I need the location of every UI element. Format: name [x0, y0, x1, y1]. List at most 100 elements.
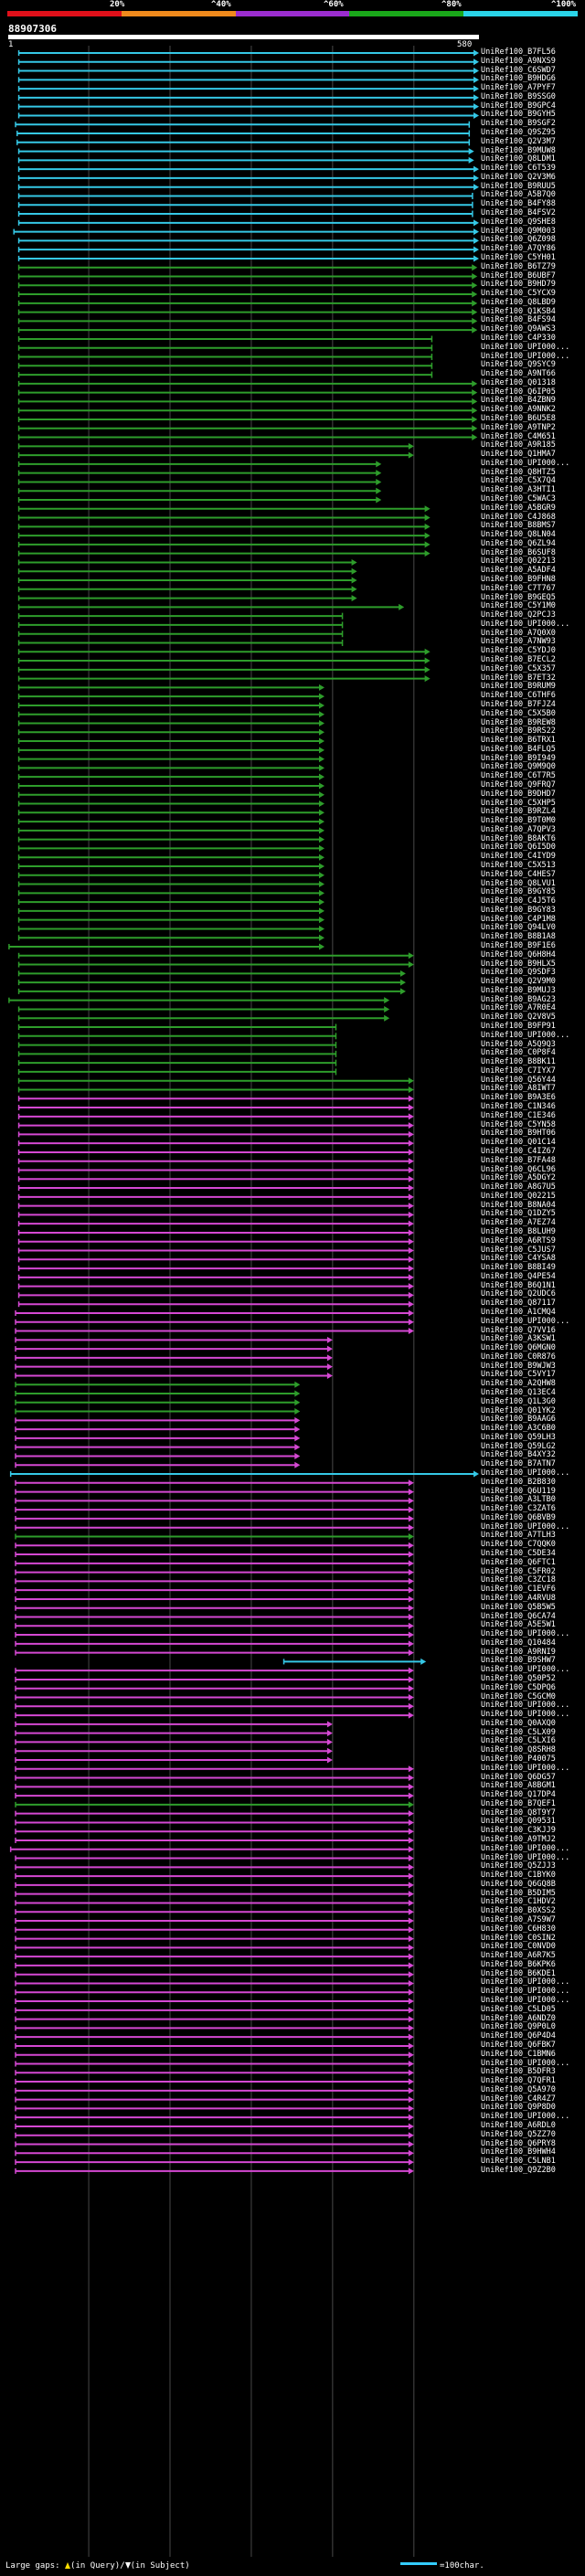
hit-bar[interactable]	[15, 1328, 414, 1335]
hit-bar[interactable]	[15, 1979, 414, 1987]
hit-bar[interactable]	[15, 1988, 414, 1996]
hit-label[interactable]: UniRef100_Q9P0L0	[481, 2022, 556, 2032]
hit-bar[interactable]	[17, 1140, 414, 1147]
hit-label[interactable]: UniRef100_Q8LN04	[481, 530, 556, 540]
hit-bar[interactable]	[15, 2141, 414, 2148]
hit-bar[interactable]	[282, 1658, 427, 1665]
hit-label[interactable]: UniRef100_A9NXS9	[481, 56, 556, 66]
hit-bar[interactable]	[17, 925, 325, 932]
hit-bar[interactable]	[17, 264, 478, 271]
hit-bar[interactable]	[15, 2061, 414, 2067]
hit-label[interactable]: UniRef100_B9RZL4	[481, 807, 556, 817]
hit-bar[interactable]	[17, 425, 478, 432]
hit-label[interactable]: UniRef100_Q8SRH8	[481, 1745, 556, 1755]
hit-label[interactable]: UniRef100_C5WAC3	[481, 494, 556, 504]
hit-label[interactable]: UniRef100_C5JUS7	[481, 1245, 556, 1255]
hit-bar[interactable]	[17, 773, 325, 780]
hit-label[interactable]: UniRef100_Q6ZL94	[481, 538, 556, 548]
hit-bar[interactable]	[15, 1685, 414, 1692]
hit-bar[interactable]	[15, 1569, 414, 1576]
hit-bar[interactable]	[15, 2024, 414, 2031]
hit-bar[interactable]	[17, 827, 325, 834]
hit-bar[interactable]	[17, 1229, 414, 1236]
hit-bar[interactable]	[15, 2051, 414, 2059]
hit-bar[interactable]	[17, 1042, 337, 1049]
hit-bar[interactable]	[17, 809, 325, 816]
hit-label[interactable]: UniRef100_UPI000...	[481, 1468, 570, 1479]
hit-bar[interactable]	[15, 2104, 414, 2112]
hit-label[interactable]: UniRef100_C5DPQ6	[481, 1682, 556, 1692]
hit-label[interactable]: UniRef100_A5B7Q0	[481, 190, 556, 200]
hit-label[interactable]: UniRef100_UPI000...	[481, 1701, 570, 1711]
hit-bar[interactable]	[17, 1059, 337, 1066]
hit-label[interactable]: UniRef100_Q8LBD9	[481, 297, 556, 307]
hit-label[interactable]: UniRef100_A5Q9Q3	[481, 1039, 556, 1049]
hit-label[interactable]: UniRef100_A6RTS9	[481, 1235, 556, 1246]
hit-bar[interactable]	[17, 675, 431, 683]
hit-bar[interactable]	[15, 2149, 414, 2157]
hit-bar[interactable]	[17, 621, 344, 629]
hit-label[interactable]: UniRef100_Q01YK2	[481, 1405, 556, 1415]
hit-bar[interactable]	[17, 1122, 414, 1129]
hit-bar[interactable]	[17, 702, 325, 709]
hit-label[interactable]: UniRef100_Q2V8V5	[481, 1012, 556, 1023]
hit-bar[interactable]	[17, 1050, 337, 1057]
hit-label[interactable]: UniRef100_Q9P8D0	[481, 2103, 556, 2113]
hit-label[interactable]: UniRef100_C6T539	[481, 164, 556, 174]
hit-bar[interactable]	[17, 210, 473, 217]
hit-label[interactable]: UniRef100_B4FS94	[481, 315, 556, 325]
hit-bar[interactable]	[17, 577, 357, 584]
hit-bar[interactable]	[15, 1435, 301, 1442]
hit-label[interactable]: UniRef100_C5FR02	[481, 1566, 556, 1576]
hit-label[interactable]: UniRef100_Q1L3G0	[481, 1396, 556, 1406]
hit-bar[interactable]	[15, 121, 471, 128]
hit-bar[interactable]	[15, 1416, 301, 1424]
hit-label[interactable]: UniRef100_UPI000...	[481, 1030, 570, 1040]
hit-label[interactable]: UniRef100_C0SIN2	[481, 1933, 556, 1943]
hit-bar[interactable]	[15, 1747, 333, 1754]
hit-bar[interactable]	[15, 1524, 414, 1532]
hit-bar[interactable]	[17, 1265, 414, 1272]
hit-bar[interactable]	[15, 1622, 414, 1629]
hit-bar[interactable]	[15, 1908, 414, 1915]
hit-label[interactable]: UniRef100_Q1KSB4	[481, 306, 556, 316]
hit-bar[interactable]	[17, 434, 478, 441]
hit-label[interactable]: UniRef100_Q6BVB9	[481, 1512, 556, 1522]
hit-bar[interactable]	[15, 1515, 414, 1522]
hit-bar[interactable]	[17, 844, 325, 852]
hit-label[interactable]: UniRef100_Q6Z098	[481, 235, 556, 245]
hit-label[interactable]: UniRef100_C1EVF6	[481, 1585, 556, 1595]
hit-bar[interactable]	[17, 657, 431, 664]
hit-label[interactable]: UniRef100_Q8LDM1	[481, 154, 556, 164]
hit-label[interactable]: UniRef100_B9GPC4	[481, 101, 556, 111]
hit-bar[interactable]	[15, 1345, 333, 1352]
hit-label[interactable]: UniRef100_B9AG23	[481, 994, 556, 1004]
hit-bar[interactable]	[17, 255, 479, 262]
hit-bar[interactable]	[17, 979, 406, 986]
hit-bar[interactable]	[17, 1068, 337, 1076]
hit-label[interactable]: UniRef100_Q4PE54	[481, 1271, 556, 1281]
hit-label[interactable]: UniRef100_B4FLQ5	[481, 744, 556, 754]
hit-label[interactable]: UniRef100_B4XY32	[481, 1450, 556, 1460]
hit-label[interactable]: UniRef100_Q9Z2B0	[481, 2165, 556, 2175]
hit-label[interactable]: UniRef100_Q17DP4	[481, 1790, 556, 1800]
hit-bar[interactable]	[15, 2069, 414, 2076]
hit-bar[interactable]	[15, 1765, 414, 1773]
hit-label[interactable]: UniRef100_Q7QFR1	[481, 2076, 556, 2086]
hit-bar[interactable]	[15, 2033, 414, 2041]
hit-bar[interactable]	[17, 595, 357, 602]
hit-bar[interactable]	[17, 720, 325, 726]
hit-bar[interactable]	[17, 246, 479, 253]
hit-label[interactable]: UniRef100_B5DIM5	[481, 1888, 556, 1898]
hit-bar[interactable]	[17, 362, 433, 369]
hit-label[interactable]: UniRef100_B4FSV2	[481, 208, 556, 218]
hit-bar[interactable]	[17, 818, 325, 825]
hit-bar[interactable]	[17, 863, 325, 870]
hit-label[interactable]: UniRef100_C1BMN6	[481, 2049, 556, 2059]
hit-bar[interactable]	[17, 881, 325, 888]
hit-bar[interactable]	[15, 2123, 414, 2130]
hit-label[interactable]: UniRef100_Q6CL96	[481, 1164, 556, 1174]
hit-label[interactable]: UniRef100_Q5ZZ70	[481, 2129, 556, 2139]
hit-label[interactable]: UniRef100_A9NT66	[481, 369, 556, 379]
hit-label[interactable]: UniRef100_B9RUM9	[481, 682, 556, 692]
